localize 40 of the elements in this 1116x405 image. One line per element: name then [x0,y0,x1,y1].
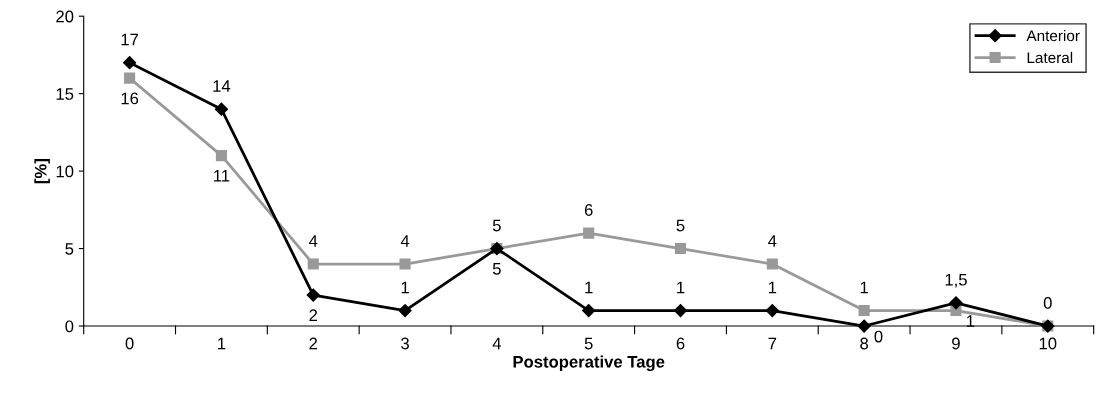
x-tick-label: 4 [492,337,502,350]
x-tick-label: 3 [401,337,409,350]
x-tick-label: 8 [860,337,869,350]
x-axis-title: Postoperative Tage [513,355,665,372]
data-label: 2 [309,309,318,322]
data-label: 1 [677,281,685,294]
data-label: 4 [768,235,777,247]
y-tick-label: 10 [56,165,74,178]
data-label: 1 [860,281,868,294]
data-label: 1 [585,281,593,294]
data-label: 4 [308,235,318,247]
x-tick-label: 10 [1039,337,1057,350]
data-label: 5 [492,219,501,232]
data-label: 5 [492,263,501,275]
x-tick-label: 6 [676,337,685,350]
x-tick-label: 5 [584,337,593,350]
y-tick-label: 0 [65,320,74,333]
data-label: 5 [676,219,685,232]
y-tick-label: 15 [56,88,74,100]
x-tick-label: 7 [768,337,777,350]
data-label: 1 [966,315,975,327]
data-label: 4 [400,235,410,247]
data-label: 1,5 [945,273,967,288]
data-label: 1 [768,281,777,294]
legend-label: Lateral [1027,51,1073,64]
y-axis-title: [%] [34,159,50,184]
y-tick-label: 20 [56,10,74,23]
x-tick-label: 2 [309,337,318,350]
data-label: 16 [121,92,139,105]
data-label: 1 [401,281,409,294]
x-tick-label: 9 [952,337,960,350]
legend-label: Anterior [1026,29,1080,42]
data-label: 11 [214,170,230,182]
x-tick-label: 0 [125,337,134,350]
data-label: 14 [213,80,231,92]
y-tick-label: 5 [65,243,74,255]
data-label: 6 [584,204,593,216]
x-tick-label: 1 [218,337,226,350]
data-label: 0 [1043,297,1052,309]
data-label: 17 [121,33,139,46]
